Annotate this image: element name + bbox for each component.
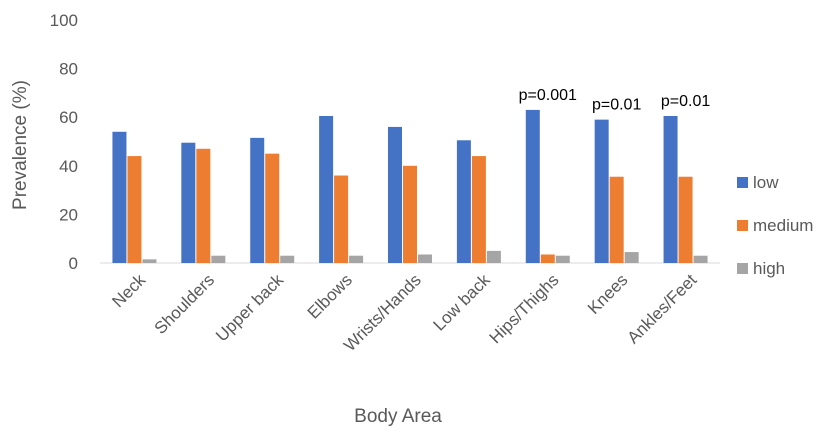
bar-high <box>624 252 639 263</box>
bars <box>112 109 708 263</box>
bar-low <box>388 126 402 263</box>
bar-medium <box>471 156 486 263</box>
legend-label-medium: medium <box>753 216 813 235</box>
bar-low <box>181 142 196 263</box>
bar-high <box>418 254 432 263</box>
bar-high <box>211 255 226 263</box>
bar-low <box>594 119 609 263</box>
bar-high <box>142 259 157 263</box>
x-tick-label: Upper back <box>212 270 287 345</box>
x-tick-label: Knees <box>584 270 632 318</box>
y-tick-label: 40 <box>59 157 78 176</box>
bar-high <box>349 255 364 263</box>
legend-swatch-medium <box>737 220 748 231</box>
legend: low medium high <box>737 173 813 278</box>
y-tick-label: 20 <box>59 205 78 224</box>
bar-low <box>112 131 127 263</box>
bar-high <box>555 255 570 263</box>
x-tick-label: Neck <box>108 270 149 311</box>
x-tick-label: Shoulders <box>151 270 219 338</box>
p-value-annotation: p=0.01 <box>592 97 641 114</box>
y-tick-label: 0 <box>69 254 78 273</box>
y-axis-ticks: 0 20 40 60 80 100 <box>50 11 78 273</box>
bar-low <box>663 115 678 263</box>
bar-low <box>525 109 540 263</box>
bar-medium <box>265 153 280 263</box>
x-tick-label: Ankles/Feet <box>623 270 700 347</box>
bar-low <box>456 140 471 263</box>
legend-swatch-high <box>737 263 748 274</box>
bar-high <box>486 250 501 263</box>
legend-label-high: high <box>753 259 785 278</box>
y-axis-title: Prevalence (%) <box>10 80 31 210</box>
bar-high <box>693 255 708 263</box>
x-tick-label: Hips/Thighs <box>486 270 563 347</box>
bar-medium <box>540 254 555 263</box>
x-tick-label: Elbows <box>304 270 356 322</box>
bar-low <box>319 115 334 263</box>
y-tick-label: 100 <box>50 11 78 30</box>
p-value-annotation: p=0.01 <box>661 93 710 110</box>
bar-medium <box>196 148 211 263</box>
x-tick-label: Low back <box>429 270 494 335</box>
y-tick-label: 80 <box>59 60 78 79</box>
bar-medium <box>609 176 624 263</box>
bar-medium <box>403 165 417 263</box>
bar-medium <box>334 175 349 263</box>
y-tick-label: 60 <box>59 108 78 127</box>
x-axis-title: Body Area <box>354 406 442 427</box>
annotations: p=0.001 p=0.01 p=0.01 <box>519 87 711 114</box>
bar-high <box>280 255 295 263</box>
bar-medium <box>678 176 693 263</box>
p-value-annotation: p=0.001 <box>519 87 577 104</box>
bar-medium <box>127 156 142 263</box>
legend-label-low: low <box>753 173 779 192</box>
bar-low <box>250 137 265 263</box>
legend-swatch-low <box>737 177 748 188</box>
